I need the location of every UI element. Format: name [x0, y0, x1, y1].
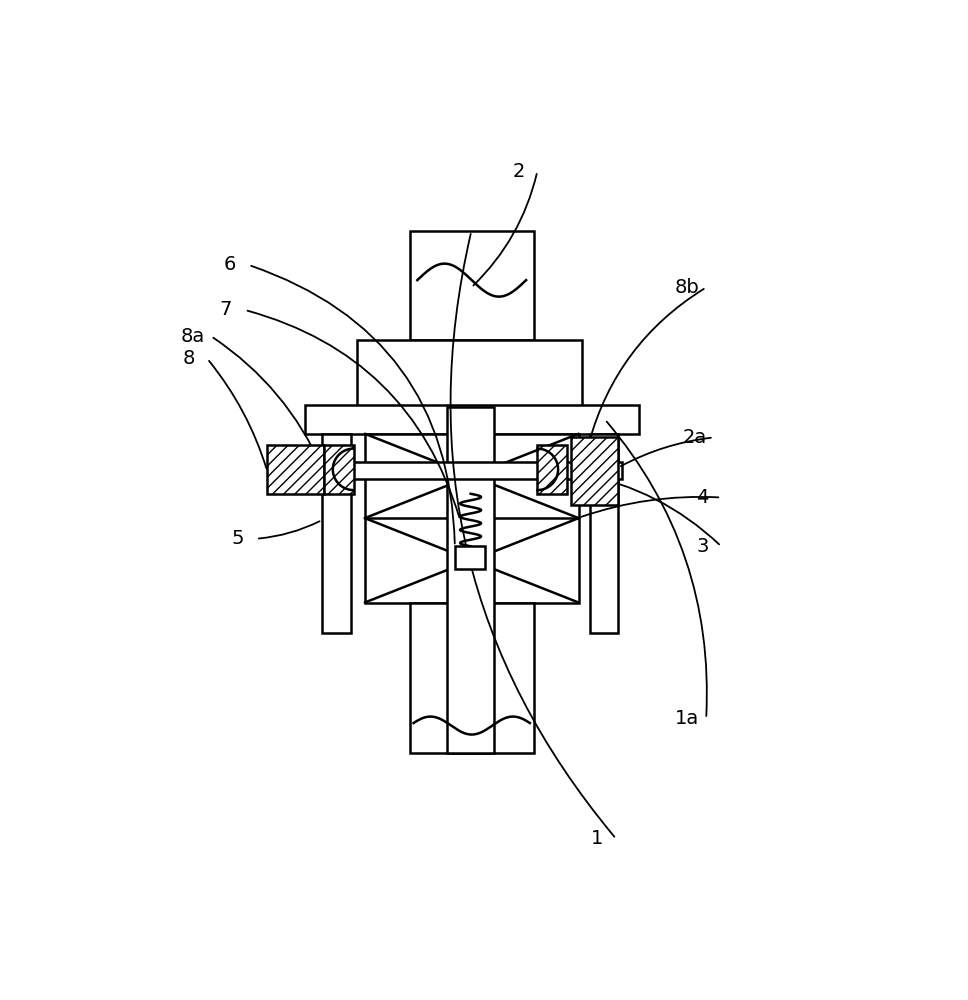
Bar [537, 445, 567, 494]
Bar [590, 434, 619, 633]
Bar [267, 445, 323, 494]
Bar [365, 434, 579, 603]
Bar [322, 434, 350, 633]
Text: 7: 7 [220, 300, 232, 319]
Text: 2a: 2a [682, 428, 707, 447]
Text: 8b: 8b [675, 278, 700, 297]
Bar [409, 231, 533, 340]
Text: 8a: 8a [180, 327, 204, 346]
Text: 5: 5 [231, 529, 244, 548]
Bar [357, 340, 583, 407]
Bar [323, 445, 353, 494]
Bar [455, 546, 485, 569]
Bar [571, 437, 618, 505]
Bar [305, 405, 639, 434]
Bar [447, 407, 494, 753]
Bar [322, 462, 622, 479]
Bar [409, 603, 533, 753]
Text: 4: 4 [696, 488, 709, 507]
Text: 8: 8 [182, 349, 195, 368]
Text: 6: 6 [224, 255, 236, 274]
Text: 3: 3 [696, 537, 709, 556]
Text: 1a: 1a [676, 709, 700, 728]
Text: 1: 1 [591, 829, 604, 848]
Text: 2: 2 [512, 162, 525, 181]
